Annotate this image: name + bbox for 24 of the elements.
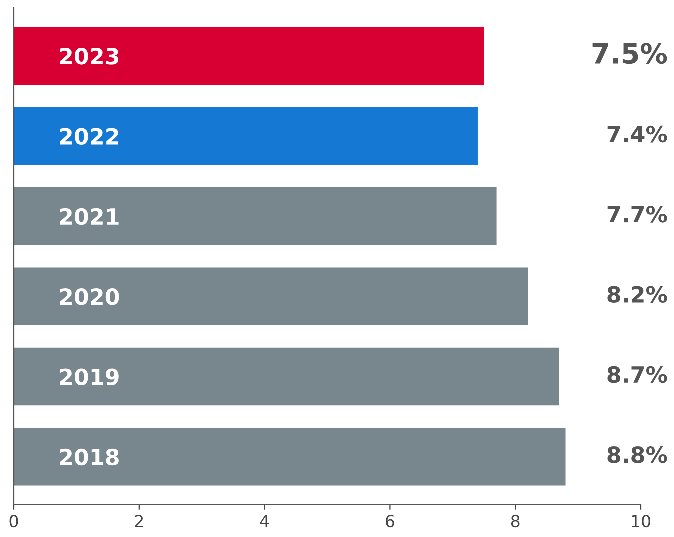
data-label: 8.8% [608,446,668,464]
data-label: 8.2% [608,286,668,304]
y-tick-label: 2020 [60,288,120,306]
y-tick-label: 2023 [60,48,119,65]
bar [14,428,566,486]
x-tick-label: 2 [135,515,144,528]
bar [14,107,478,166]
bar [14,27,484,85]
bar [14,188,497,246]
bar [14,268,528,326]
x-tick-label: 10 [632,515,650,528]
data-label: 7.7% [608,206,668,223]
x-tick-label: 0 [10,515,18,528]
x-tick-label: 4 [260,515,270,528]
bar [14,348,560,406]
y-tick-label: 2022 [60,128,118,146]
data-label: 7.5% [592,43,668,64]
y-tick-label: 2021 [60,208,119,226]
x-tick-label: 6 [386,515,394,528]
x-tick-label: 8 [511,515,520,528]
data-label: 8.7% [608,366,668,384]
data-label: 7.4% [608,126,668,143]
y-tick-label: 2019 [60,368,119,386]
y-tick-label: 2018 [60,448,119,466]
